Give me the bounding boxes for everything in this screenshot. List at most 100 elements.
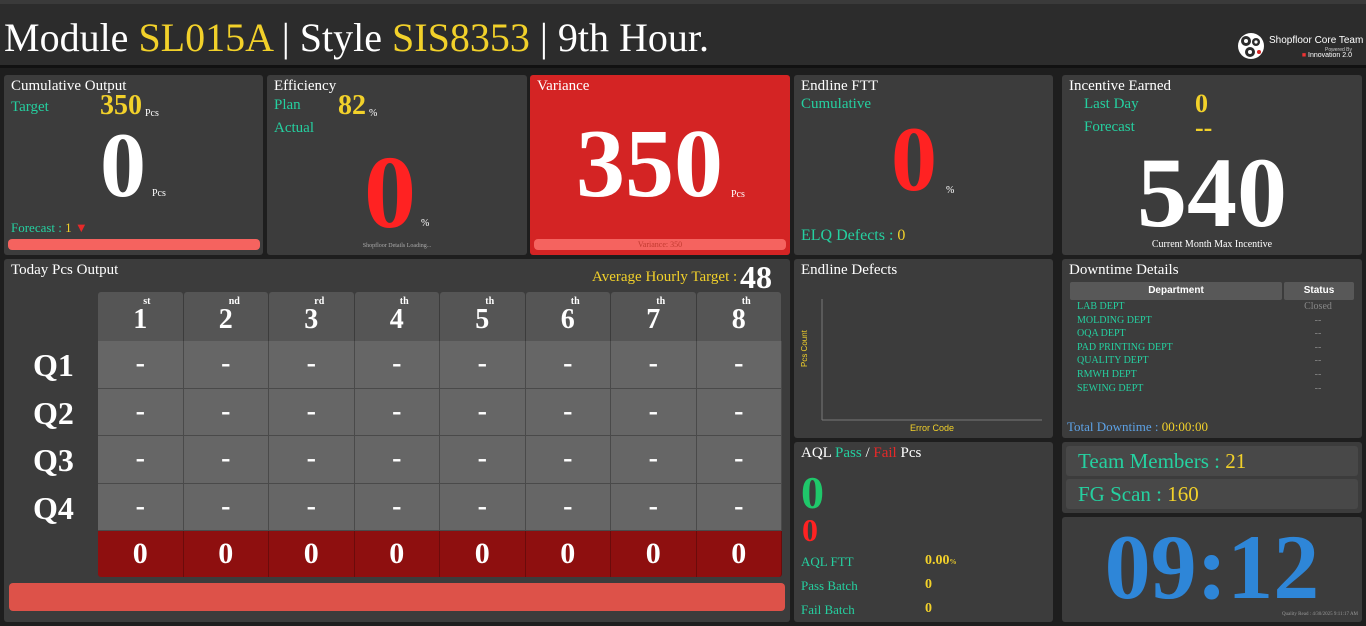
hour-cell: -: [696, 483, 782, 531]
style-code: SIS8353: [392, 15, 530, 60]
hour-cell: -: [440, 436, 526, 484]
cumulative-progress-bar: [8, 239, 260, 250]
module-code: SL015A: [138, 15, 272, 60]
downtime-status: --: [1314, 328, 1322, 340]
incentive-value: 540: [1137, 137, 1287, 248]
hour-cell: -: [611, 388, 697, 436]
hour-total-7: 0: [611, 531, 697, 577]
hour-suffix: st: [143, 296, 151, 307]
panel-title: Incentive Earned: [1069, 78, 1172, 94]
module-prefix: Module: [4, 15, 129, 60]
defects-chart: [821, 299, 1042, 421]
ftt-subtitle: Cumulative: [801, 96, 871, 112]
forecast-label: Forecast :: [11, 220, 62, 235]
hour-label: | 9th Hour.: [529, 15, 709, 60]
hour-cell: -: [696, 341, 782, 389]
gear-cluster-icon: [1238, 33, 1264, 59]
hour-cell: -: [611, 341, 697, 389]
hour-total-1: 0: [98, 531, 184, 577]
total-downtime-value: 00:00:00: [1161, 419, 1209, 434]
hour-cell: -: [183, 388, 269, 436]
elq-label: ELQ Defects :: [801, 227, 894, 244]
hour-cell: -: [183, 483, 269, 531]
downtime-status: --: [1314, 382, 1322, 394]
panel-title: Variance: [537, 78, 590, 94]
hour-cell: -: [183, 341, 269, 389]
hour-cell: -: [354, 388, 440, 436]
hour-cell: -: [525, 436, 611, 484]
downtime-row: QUALITY DEPT --: [1077, 355, 1357, 369]
hour-cell: -: [696, 388, 782, 436]
total-downtime-line: Total Downtime : 00:00:00: [1067, 419, 1208, 435]
hour-cell: -: [98, 388, 184, 436]
ftt-value: 0: [891, 108, 937, 210]
downtime-status: --: [1314, 341, 1322, 353]
downtime-status: --: [1314, 369, 1322, 380]
aql-title-suffix: Pcs: [900, 445, 922, 461]
chart-x-label: Error Code: [909, 423, 954, 433]
avg-hourly-target-value: 48: [740, 259, 772, 295]
last-day-value: 0: [1195, 89, 1208, 118]
hour-cell: -: [525, 341, 611, 389]
aql-panel: AQL Pass / Fail Pcs 0 0 AQL FTT 0.00% Pa…: [794, 442, 1053, 622]
hour-total-6: 0: [525, 531, 611, 577]
pass-batch-label: Pass Batch: [801, 578, 858, 593]
actual-label: Actual: [274, 120, 314, 136]
innovation-mark-icon: ■: [1301, 52, 1307, 59]
hour-total-2: 0: [183, 531, 269, 577]
hour-cell: -: [440, 388, 526, 436]
downtime-status: --: [1314, 314, 1322, 326]
team-members-bar: Team Members : 21: [1066, 446, 1358, 476]
aql-pass-value: 0: [801, 467, 824, 518]
aql-ftt-label: AQL FTT: [801, 554, 854, 569]
efficiency-unit: %: [421, 218, 430, 229]
downtime-row: RMWH DEPT --: [1077, 369, 1357, 383]
hour-cell: -: [611, 436, 697, 484]
panel-title: Endline Defects: [801, 262, 898, 278]
fail-batch-label: Fail Batch: [801, 602, 855, 617]
hour-cell: -: [611, 483, 697, 531]
hour-cell: -: [696, 436, 782, 484]
column-header-department: Department: [1070, 282, 1282, 300]
downtime-row: PAD PRINTING DEPT --: [1077, 342, 1357, 356]
team-members-value: 21: [1225, 449, 1247, 473]
pass-batch-value: 0: [925, 577, 932, 592]
downtime-row: SEWING DEPT --: [1077, 383, 1357, 397]
panel-title: Today Pcs Output: [11, 262, 119, 278]
incentive-caption: Current Month Max Incentive: [1151, 239, 1273, 250]
endline-defects-panel: Endline Defects Pcs Count Error Code: [794, 259, 1053, 438]
quarter-label-q3: Q3: [33, 442, 74, 478]
efficiency-value: 0: [364, 135, 416, 250]
panel-title: AQL Pass / Fail Pcs: [801, 445, 921, 462]
target-label: Target: [11, 99, 49, 115]
downtime-department: LAB DEPT: [1077, 301, 1125, 312]
panel-title: Efficiency: [274, 78, 337, 94]
dashboard-header: Module SL015A | Style SIS8353 | 9th Hour…: [0, 0, 1366, 68]
style-prefix: | Style: [271, 15, 383, 60]
page-title: Module SL015A | Style SIS8353 | 9th Hour…: [4, 14, 709, 61]
forecast-line: Forecast : 1 ▼: [11, 220, 88, 236]
last-day-label: Last Day: [1084, 96, 1139, 112]
pass-word: Pass: [835, 445, 862, 461]
plan-unit: %: [369, 108, 378, 119]
downtime-status: Closed: [1304, 301, 1332, 312]
quarter-label-q2: Q2: [33, 394, 74, 431]
clock-time: 09:12: [1104, 517, 1320, 618]
chart-y-label: Pcs Count: [800, 330, 809, 367]
plan-label: Plan: [274, 97, 301, 113]
fg-scan-value: 160: [1167, 482, 1199, 506]
hour-suffix: th: [570, 296, 580, 307]
team-panel: Team Members : 21 FG Scan : 160: [1062, 442, 1362, 513]
output-unit: Pcs: [152, 188, 166, 199]
variance-value: 350: [576, 110, 723, 218]
downtime-department: OQA DEPT: [1077, 328, 1126, 340]
downtime-row: OQA DEPT --: [1077, 328, 1357, 342]
downtime-department: QUALITY DEPT: [1077, 355, 1149, 367]
